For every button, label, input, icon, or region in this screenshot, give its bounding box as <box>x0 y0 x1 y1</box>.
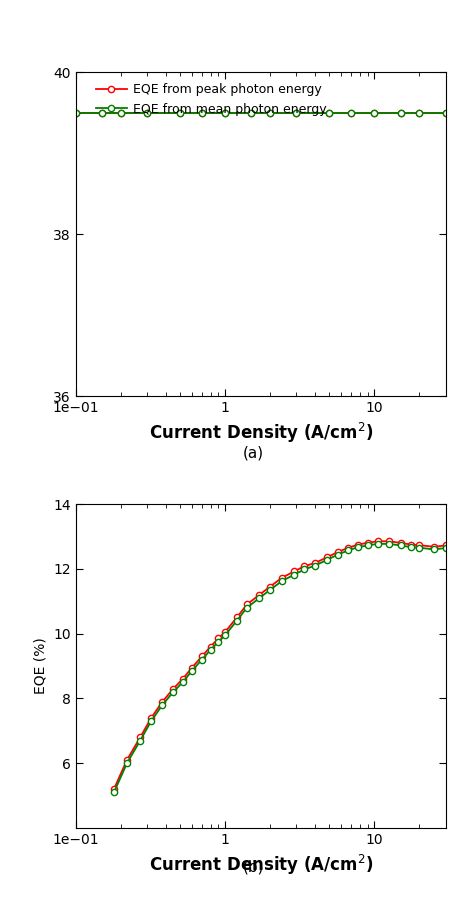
EQE from peak photon energy <box>267 107 273 118</box>
EQE from mean photon energy <box>144 107 150 118</box>
EQE from peak photon energy <box>144 107 150 118</box>
EQE from mean photon energy <box>398 107 403 118</box>
EQE from peak photon energy <box>443 107 448 118</box>
EQE from peak photon energy <box>248 107 254 118</box>
EQE from peak photon energy <box>348 107 354 118</box>
EQE from mean photon energy <box>293 107 299 118</box>
EQE from peak photon energy <box>73 107 79 118</box>
EQE from mean photon energy <box>327 107 332 118</box>
EQE from mean photon energy <box>99 107 105 118</box>
EQE from mean photon energy <box>222 107 228 118</box>
EQE from peak photon energy <box>372 107 377 118</box>
EQE from mean photon energy <box>248 107 254 118</box>
Line: EQE from peak photon energy: EQE from peak photon energy <box>73 110 449 115</box>
Legend: EQE from peak photon energy, EQE from mean photon energy: EQE from peak photon energy, EQE from me… <box>91 78 332 121</box>
Y-axis label: EQE (%): EQE (%) <box>34 637 48 695</box>
EQE from mean photon energy <box>348 107 354 118</box>
EQE from mean photon energy <box>199 107 205 118</box>
Text: (b): (b) <box>243 860 264 875</box>
EQE from peak photon energy <box>327 107 332 118</box>
EQE from mean photon energy <box>267 107 273 118</box>
EQE from peak photon energy <box>293 107 299 118</box>
X-axis label: Current Density (A/cm$^2$): Current Density (A/cm$^2$) <box>148 420 373 445</box>
Text: (a): (a) <box>243 446 264 461</box>
EQE from peak photon energy <box>222 107 228 118</box>
EQE from peak photon energy <box>417 107 422 118</box>
EQE from peak photon energy <box>99 107 105 118</box>
EQE from mean photon energy <box>118 107 124 118</box>
EQE from mean photon energy <box>417 107 422 118</box>
EQE from peak photon energy <box>199 107 205 118</box>
X-axis label: Current Density (A/cm$^2$): Current Density (A/cm$^2$) <box>148 852 373 877</box>
EQE from peak photon energy <box>177 107 183 118</box>
Line: EQE from mean photon energy: EQE from mean photon energy <box>73 110 449 115</box>
EQE from mean photon energy <box>372 107 377 118</box>
EQE from peak photon energy <box>118 107 124 118</box>
EQE from mean photon energy <box>177 107 183 118</box>
EQE from peak photon energy <box>398 107 403 118</box>
EQE from mean photon energy <box>443 107 448 118</box>
EQE from mean photon energy <box>73 107 79 118</box>
